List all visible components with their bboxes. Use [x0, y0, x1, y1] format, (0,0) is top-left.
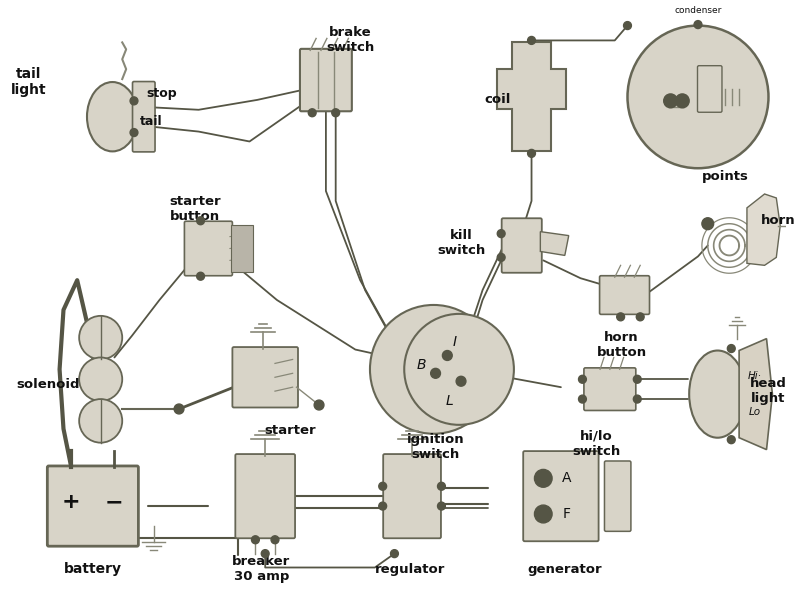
Circle shape — [664, 94, 678, 108]
FancyBboxPatch shape — [300, 49, 352, 111]
Circle shape — [271, 536, 279, 544]
Text: horn
button: horn button — [597, 331, 646, 359]
Circle shape — [534, 469, 552, 487]
Circle shape — [378, 482, 386, 490]
Circle shape — [634, 375, 641, 383]
Circle shape — [675, 94, 689, 108]
FancyBboxPatch shape — [185, 221, 232, 276]
Text: kill
switch: kill switch — [437, 229, 485, 257]
Text: stop: stop — [146, 88, 177, 100]
Circle shape — [636, 313, 644, 321]
Circle shape — [442, 350, 452, 361]
Circle shape — [79, 358, 122, 401]
FancyBboxPatch shape — [599, 276, 650, 314]
Circle shape — [727, 344, 735, 353]
Text: starter
button: starter button — [169, 195, 221, 223]
Text: B: B — [417, 358, 426, 373]
Circle shape — [578, 395, 586, 403]
Circle shape — [197, 272, 205, 280]
Text: hi/lo
switch: hi/lo switch — [572, 430, 620, 458]
Circle shape — [534, 505, 552, 523]
Text: −: − — [105, 492, 124, 512]
Polygon shape — [540, 232, 569, 256]
Circle shape — [438, 502, 446, 510]
Text: starter: starter — [265, 424, 317, 437]
Text: horn: horn — [761, 214, 795, 227]
Circle shape — [578, 375, 586, 383]
Circle shape — [404, 314, 514, 425]
Circle shape — [617, 313, 625, 321]
FancyBboxPatch shape — [584, 368, 636, 410]
Circle shape — [130, 128, 138, 137]
Text: coil: coil — [484, 94, 510, 106]
Circle shape — [438, 482, 446, 490]
Ellipse shape — [689, 350, 746, 438]
FancyBboxPatch shape — [383, 454, 441, 538]
Circle shape — [498, 230, 505, 238]
Circle shape — [528, 149, 535, 157]
Text: points: points — [702, 170, 749, 182]
Circle shape — [174, 404, 184, 414]
Polygon shape — [747, 194, 780, 265]
Circle shape — [498, 253, 505, 262]
Circle shape — [251, 536, 259, 544]
Circle shape — [702, 218, 714, 230]
Circle shape — [262, 550, 269, 557]
FancyBboxPatch shape — [523, 451, 598, 541]
Circle shape — [528, 37, 535, 44]
Text: generator: generator — [527, 563, 602, 576]
Circle shape — [627, 26, 769, 168]
Circle shape — [727, 436, 735, 443]
Circle shape — [314, 400, 324, 410]
FancyBboxPatch shape — [133, 82, 155, 152]
Text: F: F — [562, 507, 570, 521]
Text: solenoid: solenoid — [16, 378, 79, 391]
Text: Hi·: Hi· — [748, 371, 762, 381]
Ellipse shape — [87, 82, 138, 151]
Circle shape — [332, 109, 340, 117]
Circle shape — [79, 316, 122, 359]
Text: ignition
switch: ignition switch — [406, 433, 464, 461]
FancyBboxPatch shape — [47, 466, 138, 546]
FancyBboxPatch shape — [698, 65, 722, 112]
FancyBboxPatch shape — [605, 461, 631, 532]
Text: brake
switch: brake switch — [326, 26, 374, 55]
Polygon shape — [231, 225, 254, 272]
Text: +: + — [62, 492, 81, 512]
Text: A: A — [562, 472, 571, 485]
Polygon shape — [498, 43, 566, 151]
Text: head
light: head light — [750, 377, 787, 405]
Text: condenser: condenser — [674, 6, 722, 15]
FancyBboxPatch shape — [235, 454, 295, 538]
Text: tail: tail — [140, 115, 163, 128]
Circle shape — [623, 22, 631, 29]
Circle shape — [634, 395, 641, 403]
Text: I: I — [453, 335, 458, 349]
Circle shape — [79, 399, 122, 443]
Circle shape — [390, 550, 398, 557]
Text: battery: battery — [64, 562, 122, 577]
Circle shape — [456, 376, 466, 386]
Polygon shape — [739, 338, 773, 449]
Circle shape — [197, 217, 205, 225]
Circle shape — [430, 368, 441, 378]
Text: L: L — [446, 394, 453, 408]
Text: regulator: regulator — [375, 563, 446, 576]
FancyBboxPatch shape — [232, 347, 298, 407]
Circle shape — [378, 502, 386, 510]
Text: breaker
30 amp: breaker 30 amp — [232, 556, 290, 583]
Text: tail
light: tail light — [10, 67, 46, 97]
Text: Lo: Lo — [749, 407, 761, 417]
FancyBboxPatch shape — [502, 218, 542, 273]
Circle shape — [130, 97, 138, 105]
Circle shape — [308, 109, 316, 117]
Circle shape — [370, 305, 498, 434]
Circle shape — [694, 20, 702, 29]
